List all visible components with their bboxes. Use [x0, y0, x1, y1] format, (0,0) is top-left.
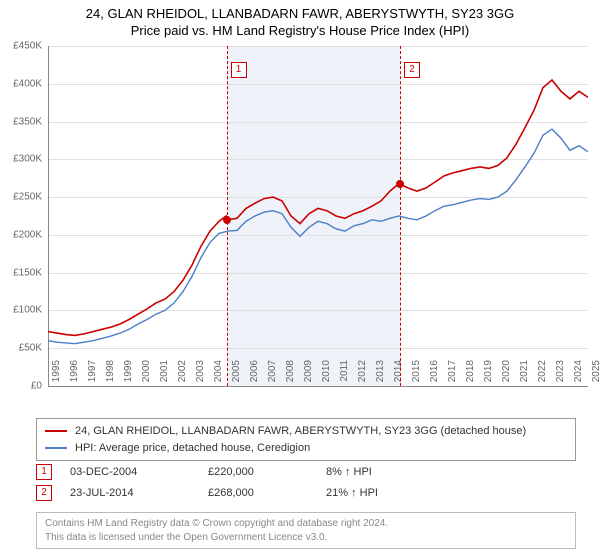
transaction-price: £268,000 — [208, 483, 308, 504]
transaction-flag: 2 — [404, 62, 420, 78]
transaction-delta: 21% ↑ HPI — [326, 483, 426, 504]
y-axis-label: £150K — [2, 267, 42, 278]
y-axis-label: £300K — [2, 154, 42, 165]
transaction-date: 03-DEC-2004 — [70, 462, 190, 483]
y-axis-label: £350K — [2, 116, 42, 127]
transaction-row-flag: 2 — [36, 485, 52, 501]
transaction-date: 23-JUL-2014 — [70, 483, 190, 504]
y-axis-label: £50K — [2, 343, 42, 354]
chart-area: £0£50K£100K£150K£200K£250K£300K£350K£400… — [48, 46, 588, 386]
transaction-table: 1 03-DEC-2004 £220,000 8% ↑ HPI 2 23-JUL-2014… — [36, 462, 576, 504]
series-property — [48, 80, 588, 335]
chart-container: 24, GLAN RHEIDOL, LLANBADARN FAWR, ABERY… — [0, 0, 600, 560]
transaction-delta: 8% ↑ HPI — [326, 462, 426, 483]
legend-item: 24, GLAN RHEIDOL, LLANBADARN FAWR, ABERY… — [45, 423, 567, 440]
x-axis-label: 2025 — [591, 360, 600, 390]
series-lines — [48, 46, 588, 386]
legend-item: HPI: Average price, detached house, Cere… — [45, 440, 567, 457]
title-subtitle: Price paid vs. HM Land Registry's House … — [0, 23, 600, 40]
x-axis — [48, 386, 588, 387]
y-axis-label: £200K — [2, 229, 42, 240]
footer-line2: This data is licensed under the Open Gov… — [45, 531, 567, 545]
transaction-dot — [396, 180, 404, 188]
transaction-dot — [223, 216, 231, 224]
y-axis-label: £250K — [2, 192, 42, 203]
legend-swatch — [45, 430, 67, 432]
transaction-row: 1 03-DEC-2004 £220,000 8% ↑ HPI — [36, 462, 576, 483]
y-axis-label: £400K — [2, 78, 42, 89]
title-address: 24, GLAN RHEIDOL, LLANBADARN FAWR, ABERY… — [0, 6, 600, 23]
y-axis-label: £100K — [2, 305, 42, 316]
legend: 24, GLAN RHEIDOL, LLANBADARN FAWR, ABERY… — [36, 418, 576, 461]
series-hpi — [48, 129, 588, 344]
legend-label: HPI: Average price, detached house, Cere… — [75, 440, 310, 457]
y-axis-label: £450K — [2, 41, 42, 52]
transaction-row: 2 23-JUL-2014 £268,000 21% ↑ HPI — [36, 483, 576, 504]
plot-region: £0£50K£100K£150K£200K£250K£300K£350K£400… — [48, 46, 588, 386]
legend-label: 24, GLAN RHEIDOL, LLANBADARN FAWR, ABERY… — [75, 423, 526, 440]
transaction-row-flag: 1 — [36, 464, 52, 480]
transaction-price: £220,000 — [208, 462, 308, 483]
footer-attribution: Contains HM Land Registry data © Crown c… — [36, 512, 576, 549]
footer-line1: Contains HM Land Registry data © Crown c… — [45, 517, 567, 531]
title-block: 24, GLAN RHEIDOL, LLANBADARN FAWR, ABERY… — [0, 0, 600, 40]
y-axis-label: £0 — [2, 381, 42, 392]
legend-swatch — [45, 447, 67, 449]
transaction-flag: 1 — [231, 62, 247, 78]
transaction-marker-line — [400, 46, 401, 386]
